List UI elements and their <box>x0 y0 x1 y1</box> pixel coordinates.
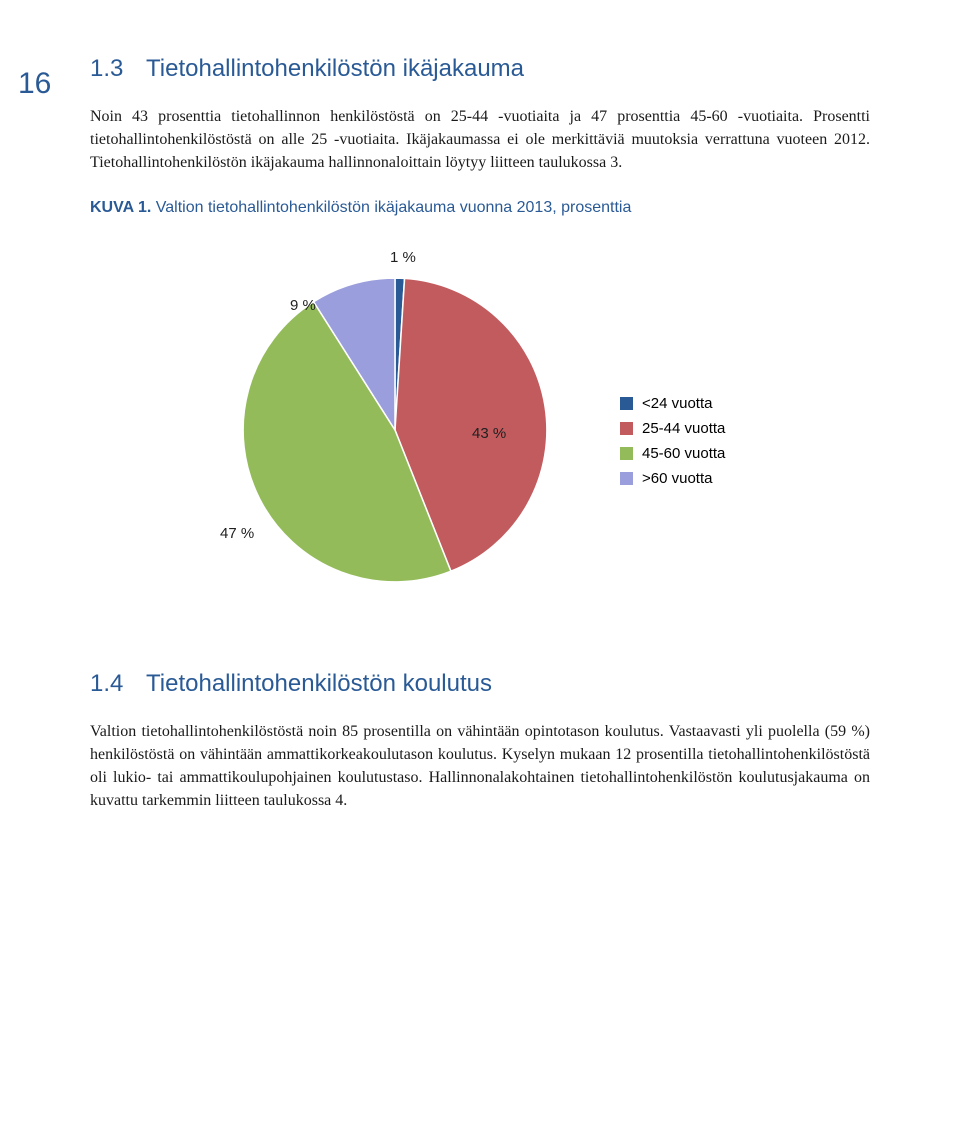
figure-title: KUVA 1. Valtion tietohallintohenkilöstön… <box>90 199 870 217</box>
legend-swatch <box>620 397 633 410</box>
section-1-3-title: Tietohallintohenkilöstön ikäjakauma <box>146 55 524 82</box>
section-1-4-number: 1.4 <box>90 670 146 698</box>
legend-item: <24 vuotta <box>620 395 725 412</box>
legend-item: 25-44 vuotta <box>620 420 725 437</box>
pie-chart: 1 % 9 % 43 % 47 % <24 vuotta 25-44 vuotta… <box>90 235 870 615</box>
legend-label: <24 vuotta <box>642 395 712 412</box>
section-1-3-paragraph: Noin 43 prosenttia tietohallinnon henkil… <box>90 105 870 175</box>
section-1-3-heading: 1.3Tietohallintohenkilöstön ikäjakauma <box>90 55 870 83</box>
section-1-4-paragraph: Valtion tietohallintohenkilöstöstä noin … <box>90 720 870 813</box>
section-1-3-number: 1.3 <box>90 55 146 83</box>
legend-item: >60 vuotta <box>620 470 725 487</box>
legend-label: >60 vuotta <box>642 470 712 487</box>
legend-label: 45-60 vuotta <box>642 445 725 462</box>
figure-label: KUVA 1. <box>90 199 151 216</box>
section-1-4-heading: 1.4Tietohallintohenkilöstön koulutus <box>90 670 870 698</box>
legend-label: 25-44 vuotta <box>642 420 725 437</box>
figure-caption: Valtion tietohallintohenkilöstön ikäjaka… <box>156 199 632 216</box>
page-number: 16 <box>18 67 51 101</box>
legend-swatch <box>620 422 633 435</box>
legend-item: 45-60 vuotta <box>620 445 725 462</box>
legend-swatch <box>620 472 633 485</box>
slice-label-43pct: 43 % <box>472 425 506 442</box>
slice-label-1pct: 1 % <box>390 249 416 266</box>
section-1-4-title: Tietohallintohenkilöstön koulutus <box>146 670 492 697</box>
legend: <24 vuotta 25-44 vuotta 45-60 vuotta >60 vu… <box>620 395 725 495</box>
legend-swatch <box>620 447 633 460</box>
slice-label-9pct: 9 % <box>290 297 316 314</box>
slice-label-47pct: 47 % <box>220 525 254 542</box>
